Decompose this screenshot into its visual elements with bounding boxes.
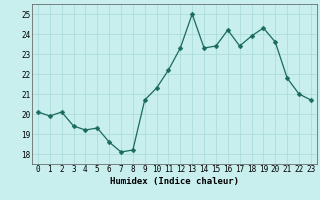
X-axis label: Humidex (Indice chaleur): Humidex (Indice chaleur) [110,177,239,186]
